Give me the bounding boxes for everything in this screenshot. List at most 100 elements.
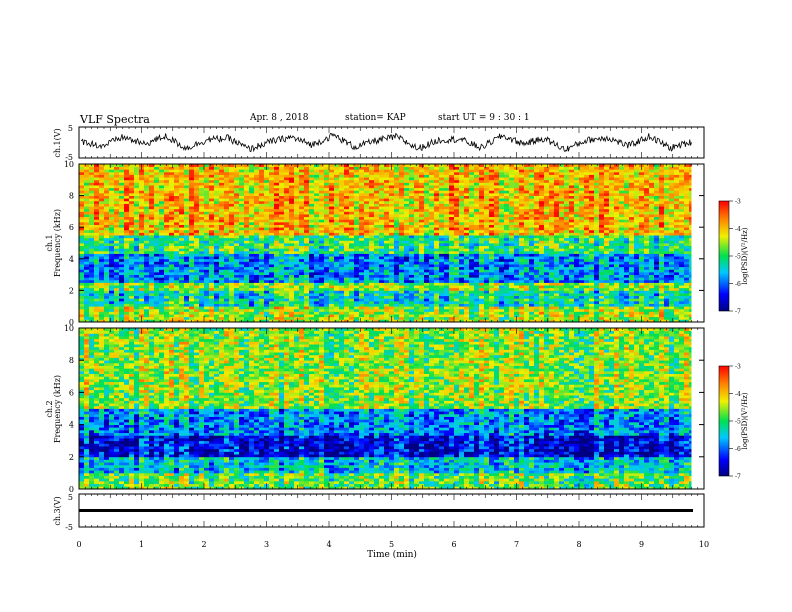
spectrogram-cell — [429, 177, 435, 181]
spectrogram-cell — [109, 190, 115, 194]
spectrogram-cell — [79, 303, 85, 307]
spectrogram-cell — [389, 208, 395, 212]
spectrogram-cell — [124, 300, 130, 304]
spectrogram-cell — [379, 282, 385, 286]
spectrogram-cell — [339, 169, 345, 173]
spectrogram-cell — [324, 303, 330, 307]
spectrogram-cell — [184, 206, 190, 210]
spectrogram-cell — [484, 300, 490, 304]
spectrogram-cell — [179, 198, 185, 202]
spectrogram-cell — [484, 227, 490, 231]
spectrogram-cell — [404, 261, 410, 265]
spectrogram-cell — [384, 214, 390, 218]
spectrogram-cell — [314, 208, 320, 212]
spectrogram-cell — [299, 235, 305, 239]
spectrogram-cell — [374, 198, 380, 202]
spectrogram-cell — [334, 274, 340, 278]
spectrogram-cell — [234, 216, 240, 220]
spectrogram-cell — [294, 277, 300, 281]
spectrogram-cell — [154, 271, 160, 275]
spectrogram-cell — [204, 279, 210, 283]
spectrogram-cell — [434, 187, 440, 191]
spectrogram-cell — [79, 293, 85, 297]
spectrogram-cell — [114, 219, 120, 223]
spectrogram-cell — [474, 216, 480, 220]
spectrogram-cell — [184, 174, 190, 178]
spectrogram-cell — [389, 250, 395, 254]
spectrogram-cell — [384, 219, 390, 223]
spectrogram-cell — [479, 243, 485, 247]
spectrogram-cell — [479, 192, 485, 196]
spectrogram-cell — [264, 237, 270, 241]
spectrogram-cell — [164, 311, 170, 315]
spectrogram-cell — [394, 295, 400, 299]
spectrogram-cell — [424, 227, 430, 231]
spectrogram-cell — [264, 303, 270, 307]
spectrogram-cell — [469, 195, 475, 199]
spectrogram-cell — [449, 290, 455, 294]
spectrogram-cell — [434, 235, 440, 239]
spectrogram-cell — [224, 295, 230, 299]
spectrogram-cell — [189, 216, 195, 220]
spectrogram-cell — [224, 169, 230, 173]
spectrogram-cell — [189, 192, 195, 196]
spectrogram-cell — [329, 300, 335, 304]
spectrogram-cell — [444, 269, 450, 273]
spectrogram-cell — [214, 277, 220, 281]
spectrogram-cell — [149, 290, 155, 294]
spectrogram-cell — [89, 216, 95, 220]
spectrogram-cell — [144, 198, 150, 202]
spectrogram-cell — [164, 316, 170, 320]
spectrogram-cell — [109, 206, 115, 210]
spectrogram-cell — [169, 174, 175, 178]
spectrogram-cell — [229, 287, 235, 291]
spectrogram-cell — [489, 237, 495, 241]
spectrogram-cell — [369, 235, 375, 239]
spectrogram-cell — [279, 285, 285, 289]
spectrogram-cell — [284, 171, 290, 175]
spectrogram-cell — [299, 258, 305, 262]
spectrogram-cell — [184, 179, 190, 183]
spectrogram-cell — [134, 164, 140, 168]
spectrogram-cell — [334, 245, 340, 249]
spectrogram-cell — [469, 235, 475, 239]
spectrogram-cell — [114, 250, 120, 254]
spectrogram-cell — [469, 290, 475, 294]
spectrogram-cell — [224, 261, 230, 265]
spectrogram-cell — [139, 200, 145, 204]
spectrogram-cell — [259, 169, 265, 173]
spectrogram-cell — [169, 195, 175, 199]
spectrogram-cell — [334, 261, 340, 265]
spectrogram-cell — [304, 235, 310, 239]
spectrogram-cell — [399, 171, 405, 175]
spectrogram-cell — [444, 177, 450, 181]
spectrogram-cell — [344, 232, 350, 236]
spectrogram-cell — [304, 314, 310, 318]
spectrogram-cell — [269, 277, 275, 281]
spectrogram-cell — [164, 179, 170, 183]
spectrogram-cell — [349, 300, 355, 304]
spectrogram-cell — [199, 224, 205, 228]
spectrogram-cell — [354, 271, 360, 275]
spectrogram-cell — [99, 269, 105, 273]
spectrogram-cell — [279, 169, 285, 173]
spectrogram-cell — [114, 248, 120, 252]
spectrogram-cell — [249, 185, 255, 189]
spectrogram-cell — [309, 198, 315, 202]
spectrogram-cell — [104, 298, 110, 302]
spectrogram-cell — [354, 179, 360, 183]
spectrogram-cell — [124, 311, 130, 315]
spectrogram-cell — [379, 211, 385, 215]
spectrogram-cell — [79, 214, 85, 218]
spectrogram-cell — [464, 285, 470, 289]
ch1-waveform-ylabel: ch.1(V) — [53, 128, 62, 157]
spectrogram-cell — [244, 256, 250, 260]
spectrogram-cell — [149, 319, 155, 323]
spectrogram-cell — [489, 303, 495, 307]
spectrogram-cell — [79, 171, 85, 175]
spectrogram-cell — [274, 290, 280, 294]
spectrogram-cell — [339, 240, 345, 244]
spectrogram-cell — [94, 306, 100, 310]
spectrogram-cell — [274, 271, 280, 275]
spectrogram-cell — [94, 295, 100, 299]
